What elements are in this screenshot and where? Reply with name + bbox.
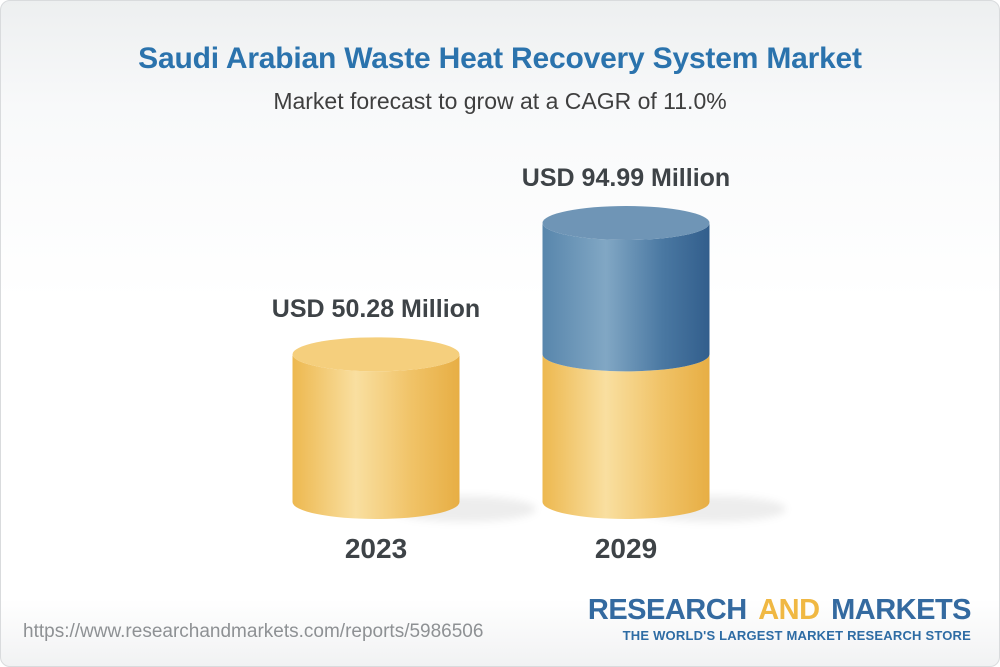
page-title: Saudi Arabian Waste Heat Recovery System… xyxy=(138,42,862,75)
category-label-2023: 2023 xyxy=(344,533,408,564)
research-and-markets-logo: RESEARCH AND MARKETS THE WORLD'S LARGEST… xyxy=(587,594,972,644)
logo-word-research: RESEARCH xyxy=(587,594,747,626)
logo-tagline: THE WORLD'S LARGEST MARKET RESEARCH STOR… xyxy=(622,628,971,644)
logo-word-markets: MARKETS xyxy=(831,594,971,626)
page-subtitle: Market forecast to grow at a CAGR of 11.… xyxy=(273,88,727,114)
report-url-link[interactable]: https://www.researchandmarkets.com/repor… xyxy=(23,621,484,642)
category-label-2029: 2029 xyxy=(594,533,658,564)
logo-word-and: AND xyxy=(758,594,820,626)
value-label-2023: USD 50.28 Million xyxy=(271,295,481,324)
logo-wordmark: RESEARCH AND MARKETS xyxy=(587,594,972,626)
value-label-2029: USD 94.99 Million xyxy=(521,164,731,192)
